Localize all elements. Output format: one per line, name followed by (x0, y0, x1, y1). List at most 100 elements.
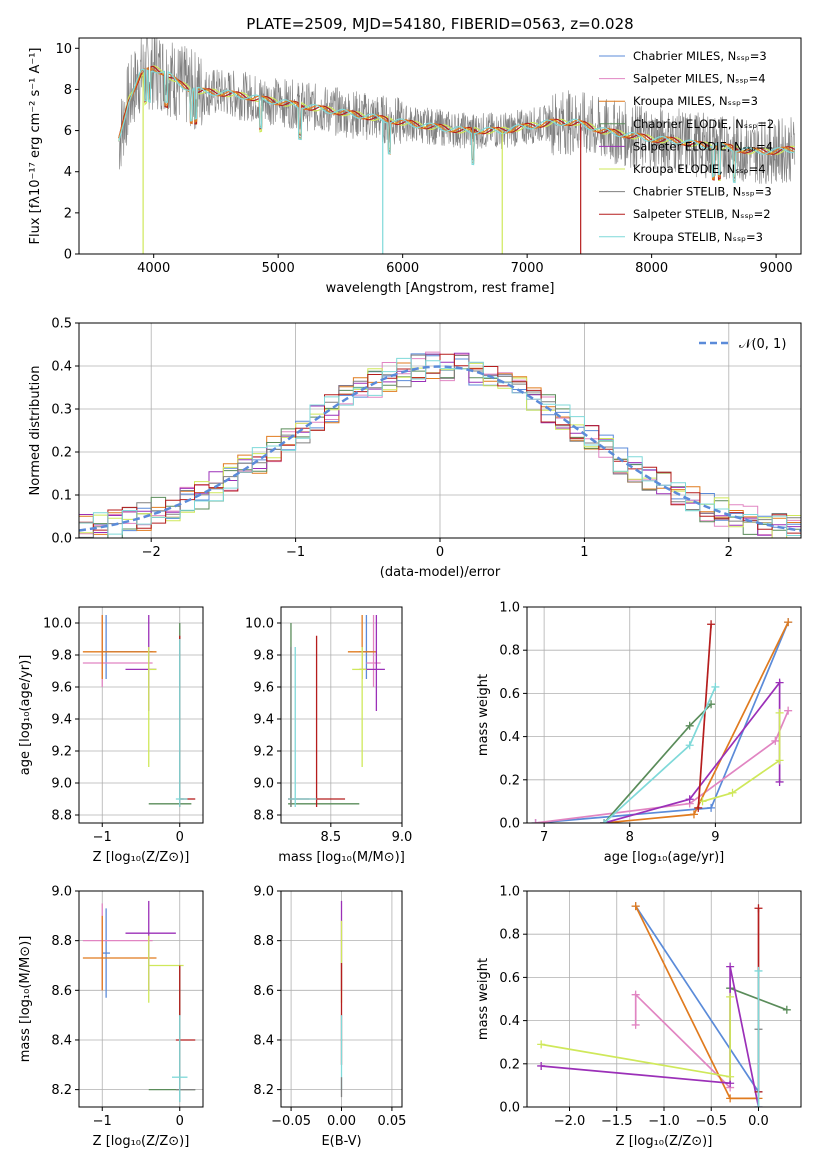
x-tick-label: 8 (626, 830, 634, 845)
plot-area-age-mass (288, 615, 385, 807)
plot-area-weight-age (531, 618, 793, 823)
y-tick-label: 0.8 (499, 928, 520, 943)
y-tick-label: 9.2 (51, 745, 72, 760)
legend: Chabrier MILES, Nₛₛₚ=3 Salpeter MILES, Nₛ… (599, 49, 774, 244)
axes-spectrum: 4000 5000 6000 7000 8000 9000 0 2 4 6 8 10 wavelengt… (28, 15, 802, 296)
y-tick-label: 2 (64, 206, 72, 221)
axes-residuals: −2 −1 0 1 2 0.0 0.1 0.2 0.3 0.4 0.5 (data-model)/er… (28, 317, 802, 580)
data-point (726, 1094, 735, 1103)
y-tick-label: 1.0 (499, 885, 520, 900)
data-point (707, 620, 716, 629)
x-tick-label: −1 (93, 830, 112, 845)
x-tick-label: −2 (142, 545, 161, 560)
data-point (771, 736, 780, 745)
y-tick-label: 9.0 (253, 885, 274, 900)
chart-title: PLATE=2509, MJD=54180, FIBERID=0563, z=0… (246, 15, 633, 33)
y-tick-label: 8.6 (253, 984, 274, 999)
plot-area-residuals (79, 351, 801, 538)
axes-frame (78, 606, 204, 824)
data-point (726, 962, 735, 971)
x-axis-label: Z [log₁₀(Z/Z⊙)] (93, 1134, 190, 1149)
y-tick-label: 0.6 (499, 687, 520, 702)
legend: 𝒩(0, 1) (699, 337, 786, 352)
data-point (685, 721, 694, 730)
x-tick-label: 0 (176, 1114, 184, 1129)
axes-frame (78, 37, 802, 255)
x-tick-label: −1 (93, 1114, 112, 1129)
data-point (775, 708, 784, 717)
y-tick-label: 0.2 (499, 1057, 520, 1072)
data-point (631, 1020, 640, 1029)
data-point (631, 902, 640, 911)
x-tick-label: 7000 (511, 261, 544, 276)
series-line (118, 67, 795, 183)
data-point (728, 788, 737, 797)
plot-area-mass-z (82, 900, 196, 1103)
y-tick-label: 8.2 (51, 1083, 72, 1098)
y-tick-label: 9.0 (253, 777, 274, 792)
x-tick-label: −1.0 (648, 1114, 680, 1129)
y-tick-label: 8.8 (51, 809, 72, 824)
y-axis-label: Flux [fλ10⁻¹⁷ erg cm⁻² s⁻¹ A⁻¹] (28, 48, 43, 245)
y-tick-label: 8 (64, 83, 72, 98)
legend-label: Kroupa MILES, Nₛₛₚ=3 (633, 94, 758, 108)
data-point (775, 678, 784, 687)
y-tick-label: 0.4 (499, 730, 520, 745)
series-line (79, 365, 801, 532)
y-tick-label: 0.0 (499, 1101, 520, 1116)
y-tick-label: 9.2 (253, 745, 274, 760)
series-step (79, 357, 801, 536)
x-tick-label: 4000 (137, 261, 170, 276)
x-tick-label: 1 (580, 545, 588, 560)
y-tick-label: 8.8 (253, 809, 274, 824)
y-tick-label: 0.3 (51, 403, 72, 418)
data-point (754, 1103, 763, 1107)
axes-frame (280, 890, 403, 1108)
y-axis-label: age [log₁₀(age/yr)] (18, 655, 33, 776)
series-step (79, 354, 801, 538)
plot-area-weight-z (537, 902, 791, 1107)
data-point (775, 756, 784, 765)
axes-frame (280, 606, 403, 824)
legend-label: Salpeter MILES, Nₛₛₚ=4 (633, 72, 766, 86)
x-tick-label: 7 (540, 830, 548, 845)
data-point (711, 682, 720, 691)
x-tick-label: 9000 (760, 261, 793, 276)
series-line (634, 905, 760, 1093)
x-tick-label: 0 (436, 545, 444, 560)
data-point (694, 803, 703, 812)
data-point (698, 797, 707, 806)
x-tick-label: 0.00 (327, 1114, 356, 1129)
x-tick-label: −1 (286, 545, 305, 560)
y-tick-label: 9.6 (51, 681, 72, 696)
x-tick-label: −2.0 (554, 1114, 586, 1129)
data-point (784, 618, 793, 627)
y-axis-label: Normed distribution (28, 366, 43, 496)
data-point (775, 777, 784, 786)
y-tick-label: 9.4 (253, 713, 274, 728)
y-tick-label: 0.4 (499, 1014, 520, 1029)
series-line (118, 38, 796, 184)
y-tick-label: 9.8 (253, 649, 274, 664)
axes-age-mass: 8.5 9.0 8.8 9.0 9.2 9.4 9.6 9.8 10.0 mass [log₁₀(… (245, 606, 412, 865)
x-axis-label: E(B-V) (321, 1134, 361, 1149)
y-tick-label: 0.0 (51, 532, 72, 547)
y-tick-label: 9.6 (253, 681, 274, 696)
plot-area-age-z (82, 615, 196, 807)
plot-area-spectrum (118, 38, 796, 254)
axes-weight-z: −2.0 −1.5 −1.0 −0.5 0.0 0.0 0.2 0.4 0.6 0.8 1.0 Z [… (476, 885, 802, 1149)
y-tick-label: 10.0 (43, 617, 72, 632)
y-tick-label: 8.2 (253, 1083, 274, 1098)
data-point (685, 741, 694, 750)
data-point (784, 706, 793, 715)
axes-frame (526, 606, 802, 824)
y-tick-label: 0.2 (51, 446, 72, 461)
y-tick-label: 9.4 (51, 713, 72, 728)
legend-label: 𝒩(0, 1) (739, 337, 786, 352)
y-tick-label: 9.0 (51, 777, 72, 792)
x-tick-label: −1.5 (601, 1114, 633, 1129)
axes-frame (526, 890, 802, 1108)
y-tick-label: 0.2 (499, 773, 520, 788)
y-tick-label: 0.6 (499, 971, 520, 986)
